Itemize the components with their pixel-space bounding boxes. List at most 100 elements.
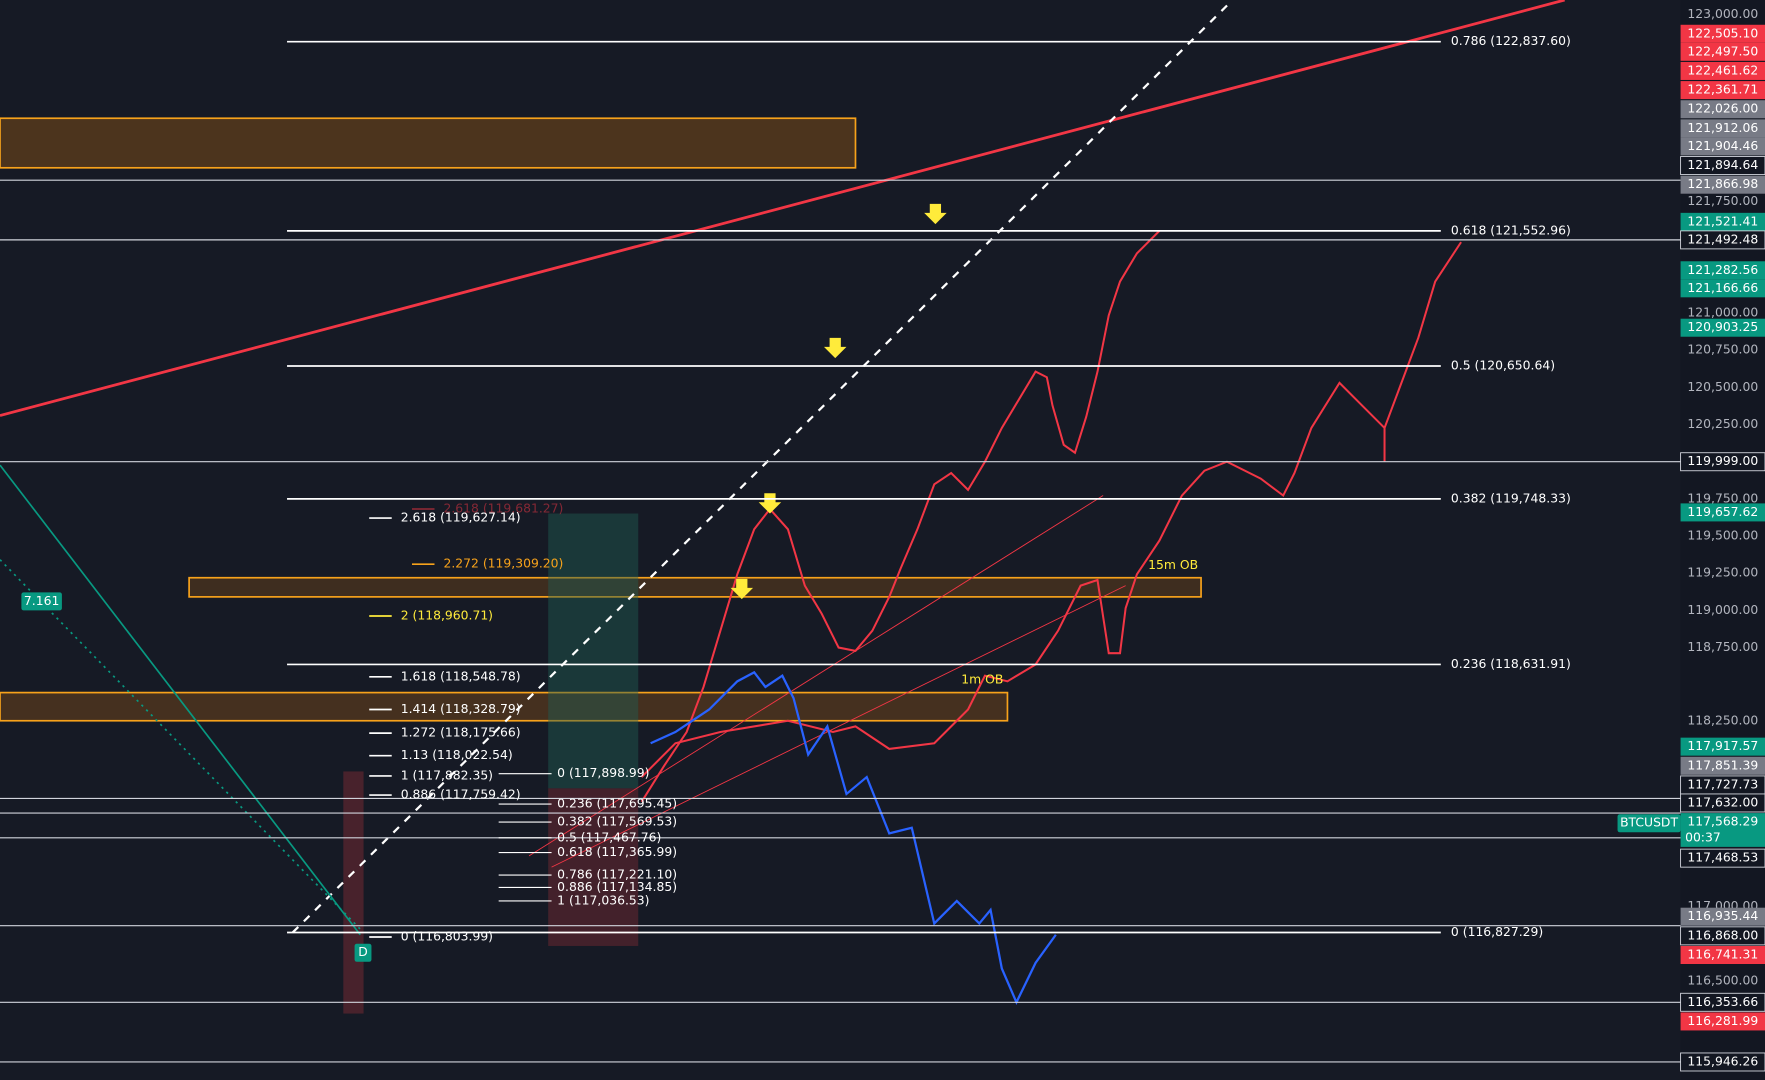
price-tag — [1680, 279, 1765, 298]
price-tag — [1680, 230, 1765, 250]
price-tag-label: 121,912.06 — [1687, 121, 1758, 135]
price-tag — [1680, 503, 1765, 522]
fib-label: 0.236 (118,631.91) — [1451, 657, 1571, 671]
price-tag — [1680, 175, 1765, 194]
fib-label: 0 (116,827.29) — [1451, 925, 1543, 939]
trend-line — [0, 0, 1565, 417]
dotted-line — [0, 559, 361, 930]
order-block — [0, 691, 1009, 722]
price-tag — [1680, 100, 1765, 119]
price-tag — [1680, 81, 1765, 100]
price-tag — [1680, 992, 1765, 1012]
price-tag-label: 121,894.64 — [1687, 158, 1758, 172]
price-tick: 118,250.00 — [1687, 713, 1758, 727]
fib-label: 2.618 (119,681.27) — [444, 502, 564, 516]
fib-label: 0.886 (117,134.85) — [557, 880, 677, 894]
fib-label: 0.786 (117,221.10) — [557, 868, 677, 882]
fib-label: 1.618 (118,548.78) — [401, 669, 521, 683]
price-tag — [1680, 945, 1765, 965]
price-tick: 120,250.00 — [1687, 417, 1758, 431]
fib-label: 1 (117,882.35) — [401, 768, 493, 782]
price-tag — [1680, 907, 1765, 926]
price-tag — [1680, 1052, 1765, 1072]
price-tag-label: 116,868.00 — [1687, 928, 1758, 942]
price-tag — [1680, 212, 1765, 231]
price-tag — [1680, 156, 1765, 176]
price-tag — [1680, 813, 1765, 847]
fib-label: 0.5 (117,467.76) — [557, 830, 661, 844]
fib-label: 0.382 (119,748.33) — [1451, 491, 1571, 505]
price-tick: 119,750.00 — [1687, 491, 1758, 505]
fib-label: 1.414 (118,328.79) — [401, 702, 521, 716]
price-tag-label: 116,935.44 — [1687, 909, 1758, 923]
symbol-label: BTCUSDT — [1620, 816, 1678, 830]
price-tick: 118,750.00 — [1687, 640, 1758, 654]
fib-label: 2.272 (119,309.20) — [444, 557, 564, 571]
fib-label: 0.382 (117,569.53) — [557, 815, 677, 829]
price-tag — [1680, 452, 1765, 472]
order-block — [0, 117, 857, 169]
price-tag-label: 117,917.57 — [1687, 739, 1758, 753]
annotation: 1m OB — [961, 673, 1003, 687]
marker-badge — [354, 943, 372, 962]
price-tag — [1680, 1012, 1765, 1031]
fib-label: 0.886 (117,759.42) — [401, 788, 521, 802]
price-tag-label: 116,741.31 — [1687, 947, 1758, 961]
trend-line — [0, 464, 361, 936]
fib-label: 0 (117,898.99) — [557, 766, 649, 780]
channel-line — [551, 585, 1126, 868]
fib-label: 0.618 (121,552.96) — [1451, 223, 1571, 237]
price-tag-label: 121,492.48 — [1687, 232, 1758, 246]
price-tag — [1680, 793, 1765, 813]
price-tag-label: 121,282.56 — [1687, 263, 1758, 277]
indicator-badge — [21, 592, 62, 611]
price-tag — [1680, 24, 1765, 43]
price-tag — [1680, 756, 1765, 775]
price-tag — [1680, 61, 1765, 80]
price-tag-label: 115,946.26 — [1687, 1054, 1758, 1068]
price-tag — [1680, 848, 1765, 868]
price-tick: 120,500.00 — [1687, 380, 1758, 394]
price-tag-label: 117,568.29 — [1687, 815, 1758, 829]
price-tag-label: 121,904.46 — [1687, 139, 1758, 153]
price-tag-label: 116,281.99 — [1687, 1014, 1758, 1028]
price-tag — [1680, 926, 1765, 946]
fib-label: 0.786 (122,837.60) — [1451, 34, 1571, 48]
price-tag-label: 117,632.00 — [1687, 795, 1758, 809]
fib-label: 0.236 (117,695.45) — [557, 797, 677, 811]
fib-label: 2 (118,960.71) — [401, 609, 493, 623]
bearish-projection — [650, 670, 1057, 1005]
price-tag-label: 122,361.71 — [1687, 83, 1758, 97]
fib-label: 0.618 (117,365.99) — [557, 845, 677, 859]
fib-label: 0.5 (120,650.64) — [1451, 359, 1555, 373]
fib-label: 1 (117,036.53) — [557, 893, 649, 907]
projection-path — [640, 241, 1462, 778]
countdown: 00:37 — [1685, 830, 1721, 844]
projection-path — [640, 230, 1161, 803]
price-tick: 116,500.00 — [1687, 973, 1758, 987]
fib-label: 0 (116,803.99) — [401, 929, 493, 943]
price-tag-label: 122,505.10 — [1687, 26, 1758, 40]
price-tag-label: 117,727.73 — [1687, 777, 1758, 791]
price-tick: 121,000.00 — [1687, 306, 1758, 320]
price-tag — [1680, 737, 1765, 756]
price-tick: 119,250.00 — [1687, 566, 1758, 580]
price-tag-label: 122,497.50 — [1687, 44, 1758, 58]
fib-label: 1.13 (118,022.54) — [401, 748, 513, 762]
highlight-zone — [343, 771, 364, 1014]
fib-label: 2.618 (119,627.14) — [401, 511, 521, 525]
symbol-badge — [1617, 814, 1681, 833]
price-tag-label: 116,353.66 — [1687, 995, 1758, 1009]
price-tag-label: 121,866.98 — [1687, 177, 1758, 191]
price-tick: 121,750.00 — [1687, 194, 1758, 208]
order-block — [188, 576, 1202, 598]
price-tag-label: 121,521.41 — [1687, 214, 1758, 228]
price-tick: 123,000.00 — [1687, 7, 1758, 21]
price-tag — [1680, 137, 1765, 156]
marker-label: D — [358, 945, 368, 959]
price-tag — [1680, 318, 1765, 337]
channel-line — [528, 495, 1104, 857]
